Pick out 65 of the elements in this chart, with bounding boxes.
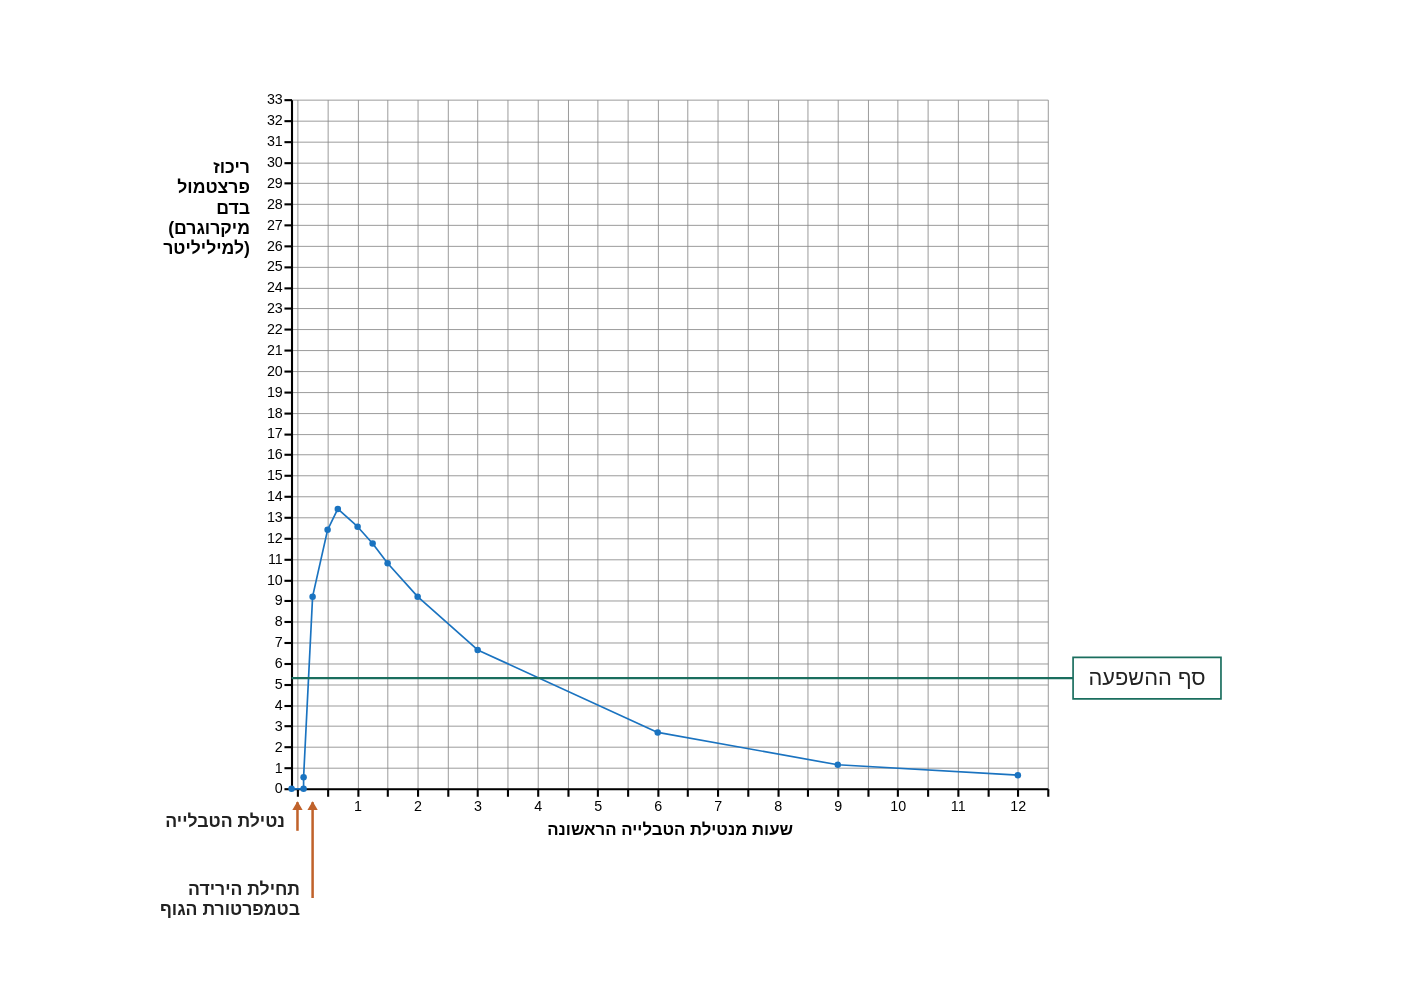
point [334,505,342,513]
y-tick-label: 29 [266,174,283,191]
point [369,540,376,547]
y-tick-label: 12 [266,529,283,546]
y-tick-label: 7 [274,634,283,651]
point [654,729,661,736]
y-tick-label: 28 [266,195,283,212]
y-tick-label: 4 [274,696,283,713]
text: תחילת הירידה בטמפרטורת הגוף [159,878,300,919]
y-tick-label: 30 [266,153,283,170]
point [300,785,307,793]
y-axis-title: ריכוז פרצטמול בדם (מיקרוגרם למיליליטר) [163,157,250,258]
x-tick-label: 3 [474,798,483,815]
y-tick-label: 1 [274,759,283,776]
y-tick-label: 26 [266,237,283,254]
y-tick-label: 5 [274,676,283,693]
y-tick-label: 25 [266,258,283,275]
point [288,785,295,793]
x-tick-label: 1 [354,798,363,815]
point [414,593,421,600]
point [834,761,842,769]
y-tick-label: 3 [274,717,283,734]
y-tick-label: 0 [274,780,283,797]
point [300,774,307,781]
y-tick-label: 31 [266,133,283,150]
y-tick-label: 10 [266,571,283,588]
point [384,560,391,567]
x-tick-label: 8 [774,798,783,815]
y-tick-label: 24 [266,279,283,296]
y-tick-label: 23 [266,300,283,317]
y-tick-label: 19 [266,383,283,400]
y-tick-label: 22 [266,321,283,338]
y-tick-label: 9 [274,592,283,609]
y-tick-label: 16 [266,446,283,463]
point [1014,771,1022,779]
ref-line-label: סף ההשפעה [1088,664,1206,690]
y-tick-label: 11 [267,550,283,567]
x-tick-label: 11 [950,798,966,815]
text: נטילת הטבלייה [165,811,285,832]
point [354,523,361,530]
y-tick-label: 33 [266,91,283,108]
y-tick-label: 27 [266,216,283,233]
y-tick-label: 20 [266,362,283,379]
y-tick-label: 8 [274,613,283,630]
x-tick-label: 2 [414,798,423,815]
point [324,526,331,534]
x-tick-label: 6 [654,798,663,815]
y-tick-label: 17 [266,425,283,442]
x-tick-label: 5 [594,798,603,815]
point [474,646,481,654]
y-tick-label: 13 [266,508,283,525]
x-tick-label: 7 [714,798,723,815]
point [309,593,316,600]
y-tick-label: 6 [274,655,283,672]
y-tick-label: 21 [266,341,283,358]
y-tick-label: 2 [274,738,283,755]
x-tick-label: 10 [890,798,907,815]
x-axis-title: שעות מנטילת הטבלייה הראשונה [547,820,794,840]
y-tick-label: 14 [266,488,283,505]
y-tick-label: 18 [266,404,283,421]
y-tick-label: 32 [266,112,283,129]
x-tick-label: 9 [834,798,843,815]
y-tick-label: 15 [266,467,283,484]
x-tick-label: 4 [534,798,543,815]
x-tick-label: 12 [1010,798,1027,815]
